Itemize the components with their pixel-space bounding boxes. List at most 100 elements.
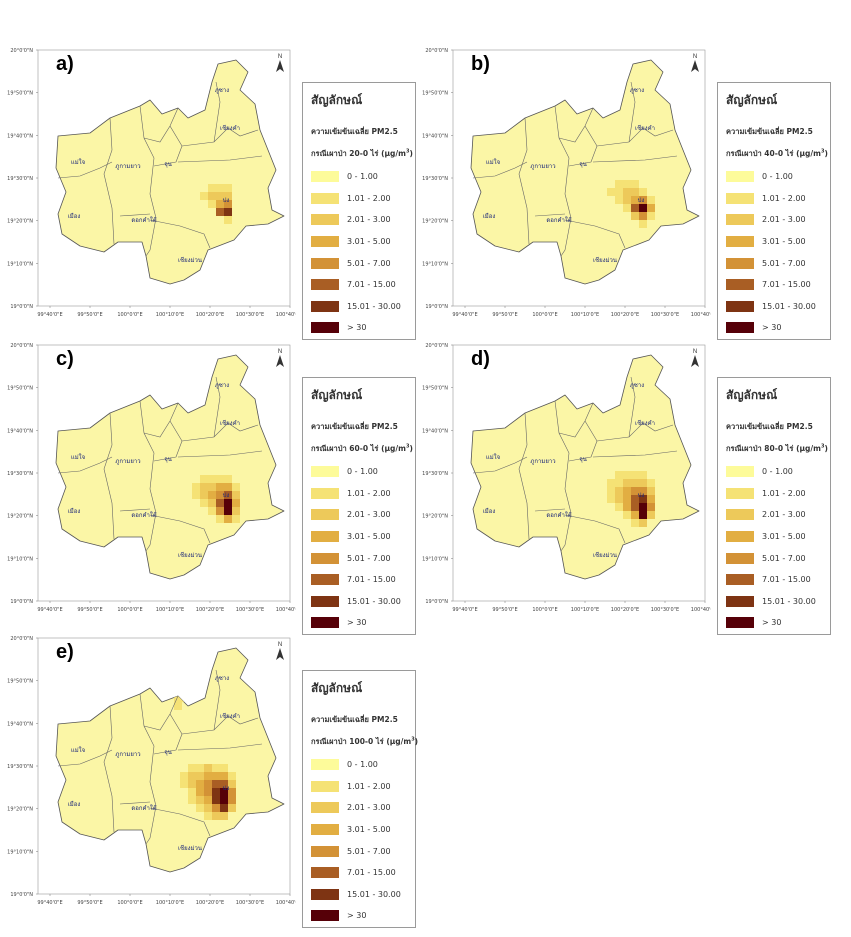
unit-sup: 3 [405,443,410,450]
x-tick-label: 100°20'0"E [611,312,639,318]
pm25-cell [232,483,240,491]
legend-label: 1.01 - 2.00 [347,488,391,498]
legend-label: > 30 [347,323,367,333]
pm25-cell [180,772,188,780]
legend-item: 5.01 - 7.00 [311,547,407,569]
district-label: เชียงม่วน [178,844,202,852]
north-arrow-icon [276,648,284,660]
legend-swatch [311,759,339,771]
legend-label: 15.01 - 30.00 [762,596,816,606]
district-label: ภูกามยาว [115,458,140,465]
y-tick-label: 19°20'0"N [7,219,33,225]
legend-item: 3.01 - 5.00 [726,526,822,548]
legend-label: > 30 [347,911,367,921]
y-tick-label: 19°50'0"N [7,386,33,392]
district-label: ดอกคำใต้ [546,511,571,519]
y-tick-label: 19°50'0"N [7,91,33,97]
legend-item: 5.01 - 7.00 [726,252,822,274]
pm25-cell [192,491,200,499]
legend-item: 2.01 - 3.00 [726,209,822,231]
legend-label: 0 - 1.00 [347,172,378,182]
pm25-cell [615,495,623,503]
legend-swatch [726,279,754,291]
pm25-cell [208,192,216,200]
legend-item: 5.01 - 7.00 [726,547,822,569]
y-tick-label: 19°20'0"N [7,514,33,520]
x-tick-label: 99°50'0"E [77,312,102,318]
x-tick-label: 100°40'0"E [276,607,296,613]
pm25-cell [204,796,212,804]
legend-item: 2.01 - 3.00 [311,797,407,819]
district-border [213,669,221,731]
y-tick-label: 19°0'0"N [10,599,33,605]
panel-label: d) [471,348,490,370]
district-border [103,705,115,833]
district-label: ภูซาง [215,675,229,682]
pm25-cell [639,220,647,228]
north-arrow-icon [691,355,699,367]
pm25-cell [232,515,240,523]
legend-label: 15.01 - 30.00 [347,596,401,606]
unit-close: ) [409,149,413,158]
unit-sup: 3 [411,736,415,743]
district-border [592,450,678,458]
legend-swatch [311,867,339,879]
legend-label: 3.01 - 5.00 [762,532,806,542]
scenario-text: กรณีเผาป่า 80-0 ไร่ [726,444,794,453]
legend-label: 2.01 - 3.00 [347,803,391,813]
district-label: เมือง [68,800,81,808]
district-label: ปง [638,197,645,204]
pm25-cell [615,487,623,495]
district-label: แม่ใจ [71,746,85,754]
legend-swatch [311,888,339,900]
district-border [149,219,211,249]
pm25-cell [631,511,639,519]
legend-swatch [311,845,339,857]
district-label: แม่ใจ [71,453,85,461]
legend-swatch [726,171,754,183]
district-border [592,155,678,163]
x-tick-label: 99°40'0"E [452,607,477,613]
legend-items: 0 - 1.00 1.01 - 2.00 2.01 - 3.00 3.01 - 5.0… [726,166,822,339]
pm25-cell [216,184,224,192]
pm25-grid [200,184,232,224]
legend-title: สัญลักษณ์ [726,388,778,402]
map-svg-c: 20°0'0"N 19°50'0"N 19°40'0"N 19°30'0"N 19°20… [7,343,296,613]
legend-item: 7.01 - 15.00 [726,569,822,591]
y-tick-label: 20°0'0"N [10,636,33,642]
pm25-cell [204,780,212,788]
pm25-cell [212,764,220,772]
legend-label: 7.01 - 15.00 [347,575,396,585]
district-label: เชียงม่วน [178,551,202,559]
pm25-cell [639,188,647,196]
scenario-text: กรณีเผาป่า 100-0 ไร่ [311,737,384,746]
pm25-cell [623,188,631,196]
north-label: N [278,54,282,60]
pm25-cell [220,788,228,796]
legend-item: 3.01 - 5.00 [311,819,407,841]
pm25-cell [631,479,639,487]
pm25-cell [212,812,220,820]
panel-c: 20°0'0"N 19°50'0"N 19°40'0"N 19°30'0"N 19°20… [0,333,425,643]
legend-label: > 30 [762,618,782,628]
legend-item: 3.01 - 5.00 [311,526,407,548]
legend-label: 15.01 - 30.00 [347,301,401,311]
district-label: ดอกคำใต้ [131,216,156,224]
legend-d: สัญลักษณ์ ความเข้มข้นเฉลี่ย PM2.5 กรณีเผ… [717,377,831,635]
legend-scenario: กรณีเผาป่า 60-0 ไร่ (µg/m3) [311,443,413,455]
panel-label: e) [56,641,74,663]
legend-swatch [311,322,339,334]
pm25-cell [639,511,647,519]
scenario-text: กรณีเผาป่า 60-0 ไร่ [311,444,379,453]
unit-text: (µg/m [796,444,821,453]
pm25-grid [192,475,240,523]
pm25-cell [639,204,647,212]
district-label: ดอกคำใต้ [131,804,156,812]
panel-label: a) [56,53,74,75]
district-border [596,422,674,442]
pm25-cell [607,479,615,487]
district-border [177,450,263,458]
district-border [57,456,113,474]
north-label: N [693,54,697,60]
district-border [213,81,221,143]
